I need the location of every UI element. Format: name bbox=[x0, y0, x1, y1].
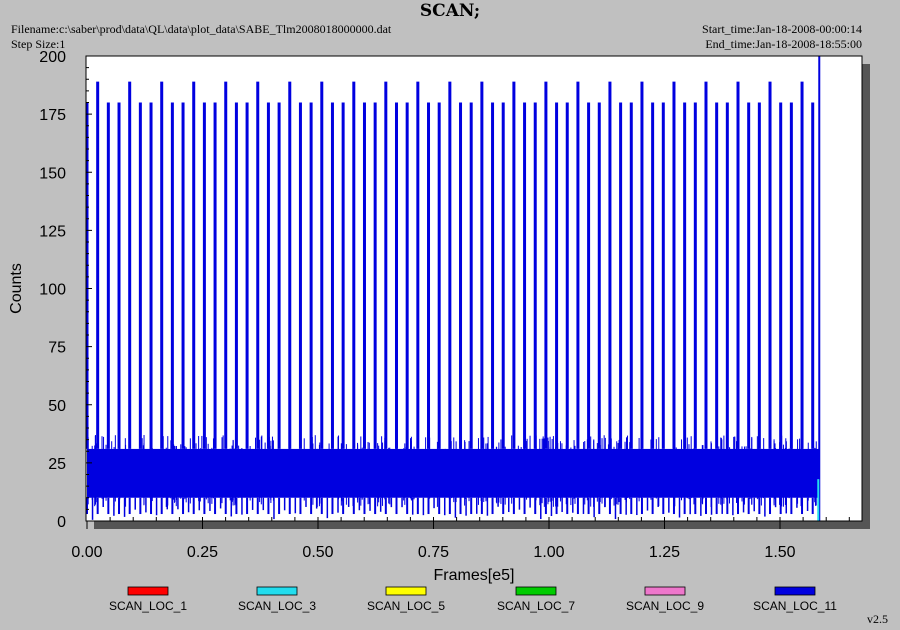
chart-title: SCAN; bbox=[419, 1, 481, 21]
y-axis-label: Counts bbox=[8, 263, 25, 314]
x-tick-label: 1.50 bbox=[764, 544, 795, 561]
legend-swatch bbox=[385, 586, 427, 596]
legend-swatch bbox=[256, 586, 298, 596]
end-time-label: End_time:Jan-18-2008-18:55:00 bbox=[705, 37, 862, 51]
legend-label: SCAN_LOC_3 bbox=[238, 599, 316, 613]
x-tick-label: 0.50 bbox=[302, 544, 333, 561]
legend-label: SCAN_LOC_1 bbox=[109, 599, 187, 613]
y-tick-label: 25 bbox=[48, 456, 66, 473]
legend-swatch bbox=[774, 586, 816, 596]
x-tick-label: 0.00 bbox=[71, 544, 102, 561]
legend-label: SCAN_LOC_9 bbox=[626, 599, 704, 613]
series-band-scan-loc-11 bbox=[87, 448, 820, 498]
version-label: v2.5 bbox=[867, 612, 888, 626]
y-tick-label: 200 bbox=[39, 49, 66, 66]
y-tick-label: 125 bbox=[39, 223, 66, 240]
x-tick-label: 1.00 bbox=[533, 544, 564, 561]
legend-label: SCAN_LOC_5 bbox=[367, 599, 445, 613]
y-tick-label: 50 bbox=[48, 398, 66, 415]
legend-label: SCAN_LOC_11 bbox=[753, 599, 837, 613]
step-size-label: Step Size:1 bbox=[11, 37, 66, 51]
start-time-label: Start_time:Jan-18-2008-00:00:14 bbox=[702, 22, 862, 36]
filename-label: Filename:c:\saber\prod\data\QL\data\plot… bbox=[11, 22, 392, 36]
x-tick-label: 0.75 bbox=[418, 544, 449, 561]
legend-swatch bbox=[127, 586, 169, 596]
y-tick-label: 75 bbox=[48, 340, 66, 357]
legend-swatch bbox=[644, 586, 686, 596]
x-tick-label: 1.25 bbox=[649, 544, 680, 561]
y-tick-label: 100 bbox=[39, 282, 66, 299]
x-axis-label: Frames[e5] bbox=[434, 567, 515, 584]
y-tick-label: 0 bbox=[57, 514, 66, 531]
series-scan-loc-11 bbox=[85, 56, 821, 521]
x-tick-label: 0.25 bbox=[187, 544, 218, 561]
legend-swatch bbox=[515, 586, 557, 596]
y-tick-label: 175 bbox=[39, 107, 66, 124]
legend-label: SCAN_LOC_7 bbox=[497, 599, 575, 613]
y-tick-label: 150 bbox=[39, 165, 66, 182]
